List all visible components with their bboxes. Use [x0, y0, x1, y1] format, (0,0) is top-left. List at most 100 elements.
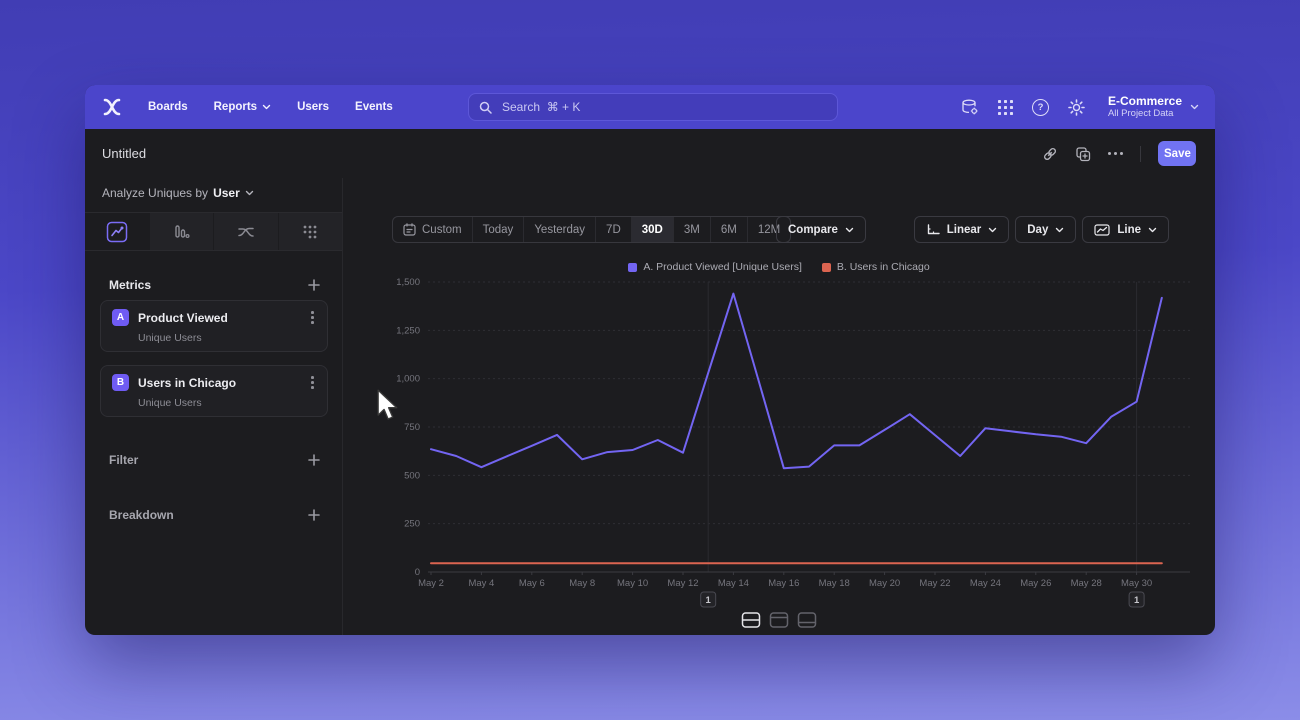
- data-management-icon[interactable]: [961, 99, 979, 116]
- layout-chart-view-button[interactable]: [769, 612, 789, 628]
- legend-item-a[interactable]: A. Product Viewed [Unique Users]: [628, 261, 802, 273]
- plus-icon: [308, 509, 320, 521]
- metric-measurement[interactable]: Unique Users: [138, 332, 202, 344]
- metric-card-a[interactable]: A Product Viewed Unique Users: [100, 300, 328, 352]
- svg-text:1: 1: [706, 595, 712, 606]
- metric-options-icon[interactable]: [309, 374, 316, 391]
- title-actions: Save: [1042, 141, 1196, 166]
- chevron-down-icon: [1190, 104, 1199, 110]
- metric-measurement[interactable]: Unique Users: [138, 397, 202, 409]
- plus-icon: [308, 279, 320, 291]
- legend-item-b[interactable]: B. Users in Chicago: [821, 261, 930, 273]
- add-breakdown-button[interactable]: [306, 507, 322, 523]
- project-switcher[interactable]: E-Commerce All Project Data: [1108, 95, 1199, 119]
- report-title[interactable]: Untitled: [102, 146, 147, 161]
- range-custom[interactable]: Custom: [393, 217, 473, 242]
- svg-text:May 20: May 20: [869, 578, 900, 589]
- chevron-down-icon: [245, 190, 253, 196]
- analyze-entity-value: User: [213, 186, 240, 200]
- line-chart[interactable]: 0 250 500 750 1,000 1,250 1,500 May 2 May 4 May 6…: [343, 265, 1215, 615]
- svg-text:1: 1: [1134, 595, 1140, 606]
- mixpanel-logo[interactable]: [100, 95, 124, 119]
- add-filter-button[interactable]: [306, 452, 322, 468]
- metric-card-b[interactable]: B Users in Chicago Unique Users: [100, 365, 328, 417]
- chart-type-tabs: [85, 212, 342, 251]
- global-search[interactable]: [468, 93, 838, 121]
- bars-icon: [175, 224, 190, 238]
- range-12m[interactable]: 12M: [748, 217, 790, 242]
- axis-scale-icon: [927, 223, 940, 234]
- range-3m[interactable]: 3M: [674, 217, 711, 242]
- flows-icon: [238, 227, 254, 237]
- svg-text:May 16: May 16: [768, 578, 799, 589]
- layout-top-icon: [769, 612, 789, 628]
- svg-text:May 26: May 26: [1020, 578, 1051, 589]
- legend-swatch-b: [821, 262, 831, 272]
- metric-badge-b: B: [112, 374, 129, 391]
- metrics-header: Metrics: [109, 278, 152, 292]
- chart-style-dropdown[interactable]: Line: [1082, 216, 1169, 243]
- report-titlebar: Untitled Save: [85, 129, 1215, 178]
- svg-text:May 10: May 10: [617, 578, 648, 589]
- settings-gear-icon[interactable]: [1068, 98, 1085, 116]
- nav-item-boards[interactable]: Boards: [148, 101, 188, 113]
- layout-table-view-button[interactable]: [797, 612, 817, 628]
- compare-dropdown[interactable]: Compare: [776, 216, 866, 243]
- range-7d[interactable]: 7D: [596, 217, 632, 242]
- line-chart-icon: [1094, 223, 1110, 236]
- layout-split-icon: [741, 612, 761, 628]
- more-options-icon[interactable]: [1108, 152, 1123, 155]
- retention-dots-icon: [303, 225, 317, 238]
- tab-insights-line[interactable]: [85, 213, 150, 250]
- tab-bars[interactable]: [150, 213, 214, 250]
- layout-bottom-icon: [797, 612, 817, 628]
- query-sidebar: Analyze Uniques by User: [85, 178, 343, 635]
- tab-retention-dots[interactable]: [279, 213, 343, 250]
- granularity-dropdown[interactable]: Day: [1015, 216, 1077, 243]
- apps-grid-icon[interactable]: [997, 99, 1013, 115]
- metrics-header-row: Metrics: [109, 277, 322, 293]
- filter-header-row: Filter: [109, 452, 322, 468]
- project-subtitle: All Project Data: [1107, 108, 1174, 119]
- svg-text:500: 500: [404, 470, 420, 481]
- range-yesterday[interactable]: Yesterday: [524, 217, 597, 242]
- chevron-down-icon: [989, 227, 997, 232]
- duplicate-icon[interactable]: [1075, 146, 1091, 162]
- analytics-app-window: Boards Reports Users Events ?: [85, 85, 1215, 635]
- range-6m[interactable]: 6M: [711, 217, 748, 242]
- layout-split-view-button[interactable]: [741, 612, 761, 628]
- range-today[interactable]: Today: [473, 217, 525, 242]
- range-30d[interactable]: 30D: [631, 217, 674, 242]
- chevron-down-icon: [262, 104, 271, 110]
- filter-header: Filter: [109, 453, 139, 467]
- tab-flows[interactable]: [214, 213, 279, 250]
- chevron-down-icon: [845, 227, 854, 232]
- top-nav: Boards Reports Users Events ?: [85, 85, 1215, 129]
- metric-title: Users in Chicago: [138, 375, 237, 390]
- svg-text:May 14: May 14: [718, 578, 749, 589]
- svg-text:May 4: May 4: [468, 578, 494, 589]
- svg-text:1,000: 1,000: [396, 374, 420, 385]
- analyze-uniques-selector[interactable]: Analyze Uniques by User: [102, 186, 254, 200]
- nav-item-reports[interactable]: Reports: [214, 101, 271, 113]
- add-metric-button[interactable]: [306, 277, 322, 293]
- svg-text:May 2: May 2: [418, 578, 444, 589]
- nav-item-events[interactable]: Events: [355, 101, 393, 113]
- help-icon[interactable]: ?: [1031, 98, 1049, 116]
- mixpanel-logo-icon: [103, 98, 121, 116]
- svg-text:May 8: May 8: [569, 578, 595, 589]
- save-button[interactable]: Save: [1158, 141, 1196, 166]
- legend-swatch-a: [628, 262, 638, 272]
- nav-item-users[interactable]: Users: [297, 101, 330, 113]
- scale-dropdown[interactable]: Linear: [913, 216, 1010, 243]
- search-input[interactable]: [500, 99, 827, 115]
- nav-right-cluster: ? E-Commerce All Project Data: [961, 85, 1199, 129]
- plus-icon: [308, 454, 320, 466]
- metric-badge-a: A: [112, 309, 129, 326]
- breakdown-header: Breakdown: [109, 508, 174, 522]
- link-icon[interactable]: [1042, 146, 1058, 162]
- svg-text:1,500: 1,500: [396, 277, 420, 288]
- chart-legend: A. Product Viewed [Unique Users] B. User…: [343, 261, 1215, 273]
- metric-options-icon[interactable]: [309, 309, 316, 326]
- svg-text:May 22: May 22: [919, 578, 950, 589]
